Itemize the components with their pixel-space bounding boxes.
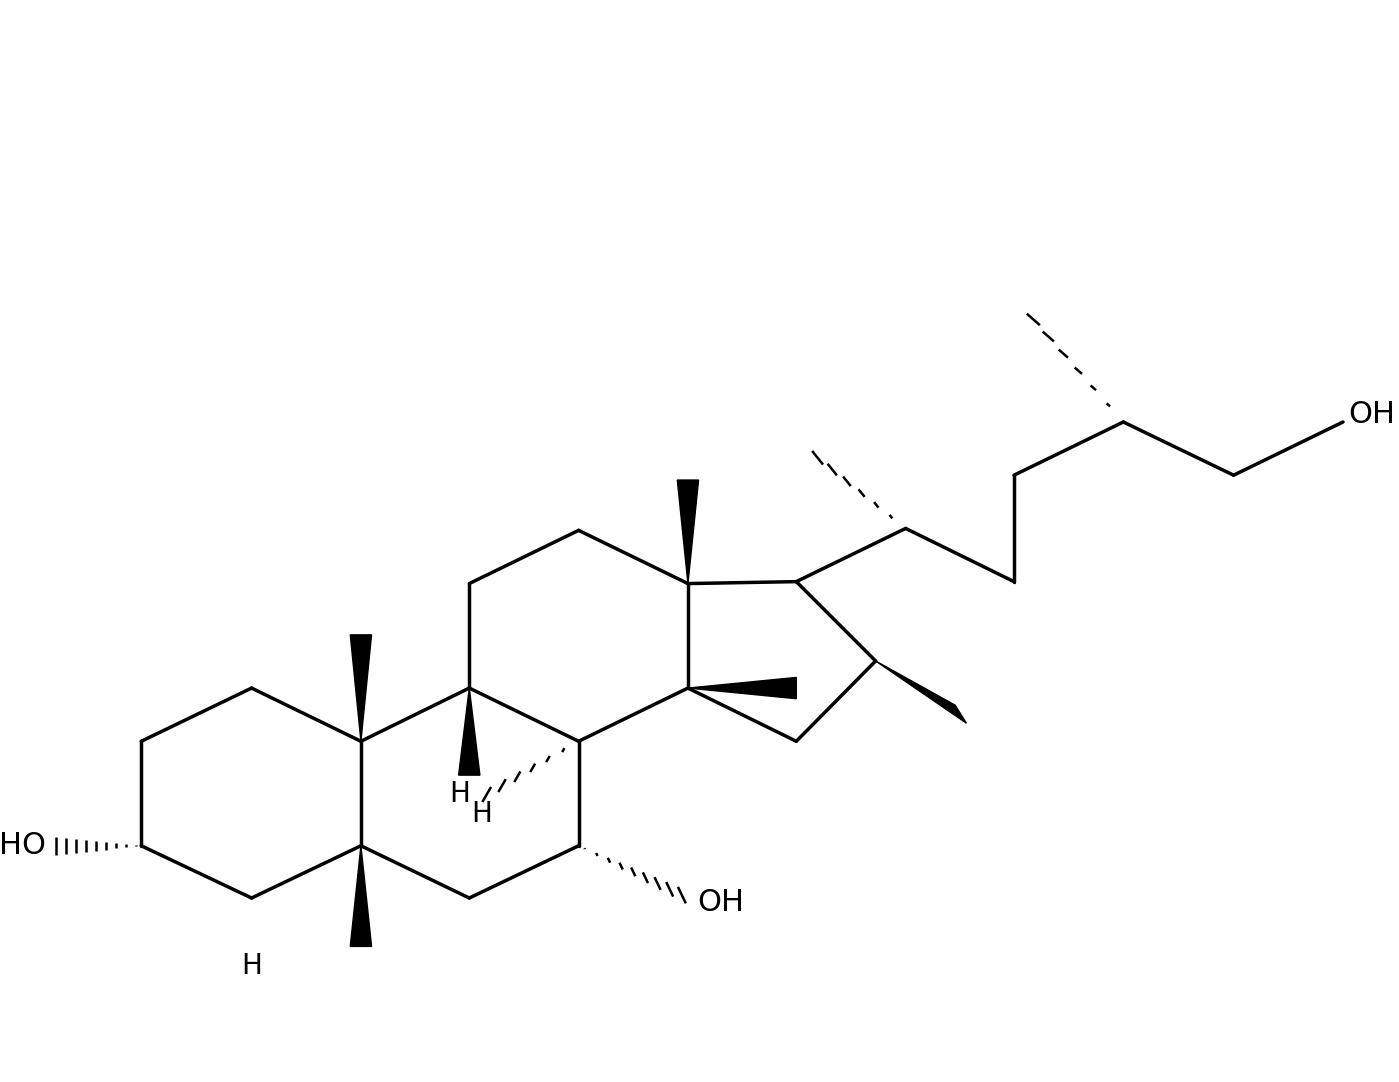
Polygon shape bbox=[350, 846, 372, 947]
Polygon shape bbox=[876, 661, 967, 723]
Text: H: H bbox=[241, 952, 262, 979]
Polygon shape bbox=[677, 480, 698, 583]
Text: H: H bbox=[449, 780, 470, 808]
Text: H: H bbox=[471, 800, 492, 828]
Text: HO: HO bbox=[0, 831, 46, 860]
Polygon shape bbox=[350, 635, 372, 741]
Text: OH: OH bbox=[1347, 399, 1395, 428]
Text: OH: OH bbox=[698, 888, 744, 918]
Polygon shape bbox=[459, 688, 480, 775]
Polygon shape bbox=[688, 677, 796, 699]
